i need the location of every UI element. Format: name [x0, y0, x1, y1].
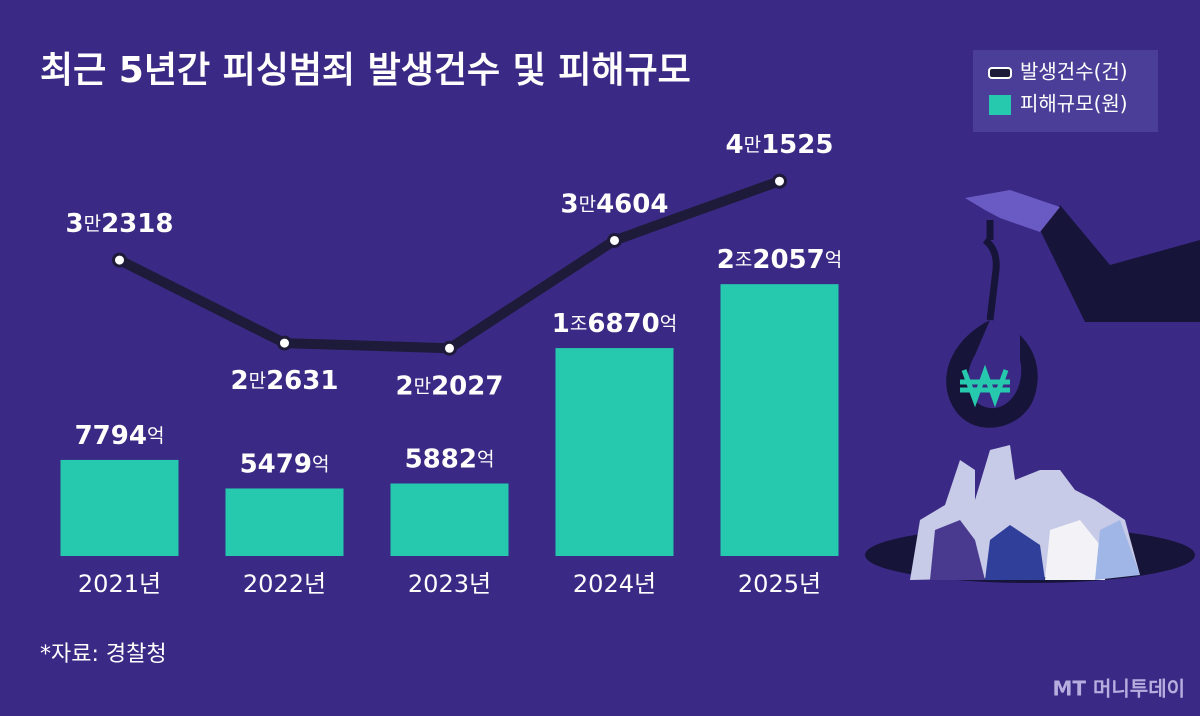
- value-label: 2만2027: [396, 371, 504, 401]
- x-tick-label: 2022년: [243, 570, 326, 598]
- bar: [225, 488, 344, 556]
- value-label: 7794억: [75, 420, 165, 450]
- value-label: 2조2057억: [717, 245, 842, 275]
- line-marker: [772, 173, 787, 189]
- value-label: 5882억: [405, 444, 495, 474]
- bar: [555, 348, 674, 556]
- line-marker: [112, 252, 127, 268]
- legend-swatch: [989, 95, 1011, 115]
- value-label: 1조6870억: [552, 309, 677, 339]
- legend-label: 발생건수(건): [1020, 60, 1128, 84]
- chart-title: 최근 5년간 피싱범죄 발생건수 및 피해규모: [40, 50, 691, 91]
- legend-box: [973, 50, 1158, 132]
- value-label: 3만4604: [561, 189, 669, 219]
- line-marker: [277, 335, 292, 351]
- legend-swatch: [988, 67, 1012, 79]
- illustration: [865, 190, 1200, 583]
- x-tick-label: 2023년: [408, 570, 491, 598]
- legend-label: 피해규모(원): [1020, 92, 1128, 116]
- bar: [60, 459, 179, 556]
- x-tick-label: 2024년: [573, 570, 656, 598]
- value-label: 5479억: [240, 449, 330, 479]
- value-label: 3만2318: [66, 209, 174, 239]
- brand-logo: MT 머니투데이: [1052, 677, 1185, 701]
- line-marker: [442, 340, 457, 356]
- bar: [720, 284, 839, 556]
- value-label: 2만2631: [231, 366, 339, 396]
- line-marker: [607, 232, 622, 248]
- x-tick-label: 2021년: [78, 570, 161, 598]
- x-tick-label: 2025년: [738, 570, 821, 598]
- source-note: *자료: 경찰청: [40, 642, 167, 667]
- bar: [390, 483, 509, 556]
- value-label: 4만1525: [726, 130, 834, 160]
